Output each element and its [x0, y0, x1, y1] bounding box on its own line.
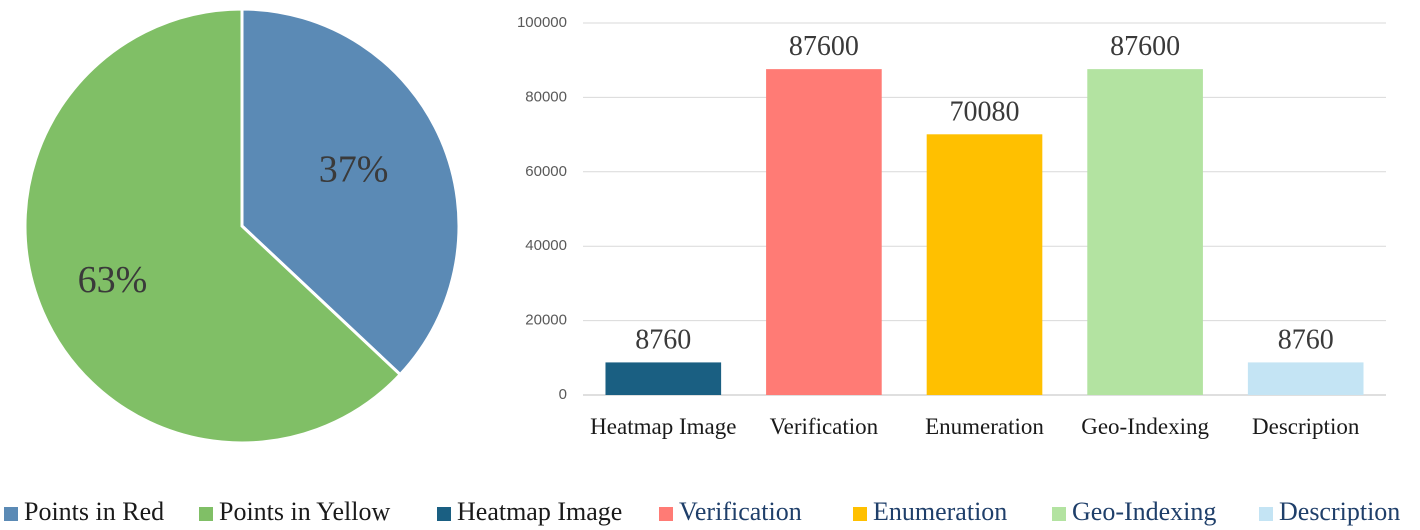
legend-swatch	[437, 507, 451, 521]
bar-value-label: 87600	[789, 31, 859, 62]
legend-swatch	[4, 507, 18, 521]
legend-swatch	[1259, 507, 1273, 521]
bar-description	[1247, 362, 1364, 395]
legend-swatch	[199, 507, 213, 521]
y-tick-label: 20000	[525, 312, 567, 329]
bar-heatmap-image	[605, 362, 722, 395]
legend-label: Verification	[679, 497, 802, 526]
legend-label: Points in Yellow	[219, 497, 390, 526]
y-tick-label: 80000	[525, 88, 567, 105]
bar-value-label: 8760	[1278, 324, 1334, 355]
legend-swatch	[659, 507, 673, 521]
bar-chart: 0 20000 40000 60000 80000 100000 8760 Heatmap I…	[517, 14, 1386, 439]
legend-swatch	[1052, 507, 1066, 521]
legend: Points in Red Points in Yellow Heatmap Ima…	[4, 497, 1400, 526]
bar-value-label: 8760	[635, 324, 691, 355]
pie-slice-label: 63%	[78, 259, 148, 301]
bar-value-label: 70080	[950, 96, 1020, 127]
pie-slice-label: 37%	[319, 148, 389, 190]
y-tick-label: 40000	[525, 237, 567, 254]
pie-slice-points-in-red	[240, 7, 461, 377]
legend-label: Description	[1279, 497, 1400, 526]
pie-slice-points-in-yellow	[23, 7, 403, 445]
legend-label: Heatmap Image	[457, 497, 622, 526]
x-tick-label: Verification	[770, 414, 879, 439]
y-tick-label: 60000	[525, 163, 567, 180]
bar-value-label: 87600	[1110, 31, 1180, 62]
bar-enumeration	[926, 134, 1043, 395]
bar-geo-indexing	[1087, 69, 1203, 396]
legend-label: Enumeration	[873, 497, 1007, 526]
legend-swatch	[853, 507, 867, 521]
bar-verification	[766, 69, 882, 396]
pie-chart: 37% 63%	[23, 7, 461, 445]
legend-label: Points in Red	[24, 497, 164, 526]
y-tick-label: 0	[559, 386, 567, 403]
x-tick-label: Heatmap Image	[590, 414, 736, 439]
x-tick-label: Geo-Indexing	[1081, 414, 1209, 439]
x-tick-label: Enumeration	[925, 414, 1044, 439]
x-tick-label: Description	[1252, 414, 1360, 439]
y-tick-label: 100000	[517, 14, 567, 31]
legend-label: Geo-Indexing	[1072, 497, 1216, 526]
